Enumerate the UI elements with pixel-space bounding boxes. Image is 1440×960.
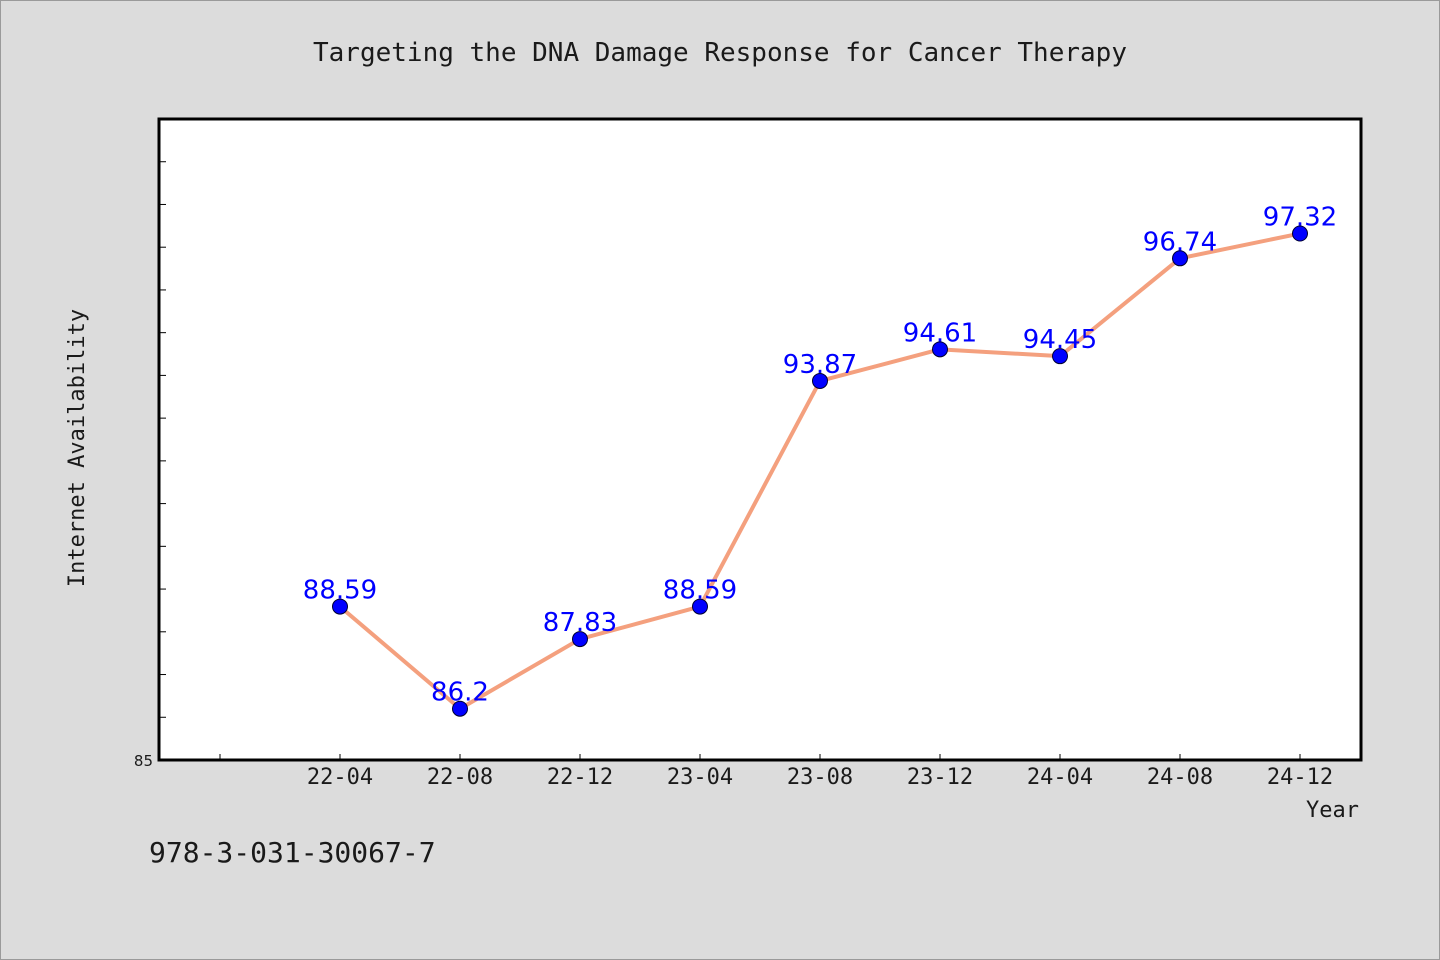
isbn-label: 978-3-031-30067-7 — [149, 836, 436, 869]
y-axis-label: Internet Availability — [65, 309, 90, 587]
data-point — [452, 700, 468, 717]
data-label: 88.59 — [303, 576, 377, 606]
y-axis-ticks — [159, 161, 166, 718]
plot-area — [157, 117, 1363, 762]
data-point — [812, 372, 828, 389]
x-axis-ticks: 22-04 22-08 22-12 23-04 23-08 23-12 24-04 24-08… — [219, 754, 1333, 790]
data-label: 97.32 — [1263, 203, 1337, 233]
x-tick-label: 23-04 — [667, 765, 733, 790]
x-tick-label: 24-08 — [1147, 765, 1213, 790]
data-point — [932, 341, 948, 358]
data-point — [572, 631, 588, 648]
data-label: 88.59 — [663, 576, 737, 606]
data-label: 86.2 — [431, 678, 489, 708]
data-point — [332, 598, 348, 615]
x-axis-label: Year — [1306, 798, 1359, 823]
data-point — [1172, 250, 1188, 267]
data-label: 93.87 — [783, 350, 857, 380]
x-tick-label: 22-08 — [427, 765, 493, 790]
data-point — [692, 598, 708, 615]
y-tick-label-min: 85 — [134, 752, 153, 770]
data-label: 94.45 — [1023, 325, 1097, 355]
data-label: 94.61 — [903, 318, 977, 348]
x-tick-label: 24-12 — [1267, 765, 1333, 790]
x-tick-label: 22-04 — [307, 765, 373, 790]
x-tick-label: 22-12 — [547, 765, 613, 790]
data-label: 87.83 — [543, 608, 617, 638]
data-point — [1292, 225, 1308, 242]
data-markers — [332, 225, 1308, 717]
data-point — [1052, 348, 1068, 365]
data-labels: 88.59 86.2 87.83 88.59 93.87 94.61 94.45 96.74 9… — [303, 203, 1337, 708]
chart-title: Targeting the DNA Damage Response for Ca… — [313, 38, 1127, 68]
x-tick-label: 23-08 — [787, 765, 853, 790]
x-tick-label: 23-12 — [907, 765, 973, 790]
x-tick-label: 24-04 — [1027, 765, 1093, 790]
data-label: 96.74 — [1143, 227, 1217, 257]
